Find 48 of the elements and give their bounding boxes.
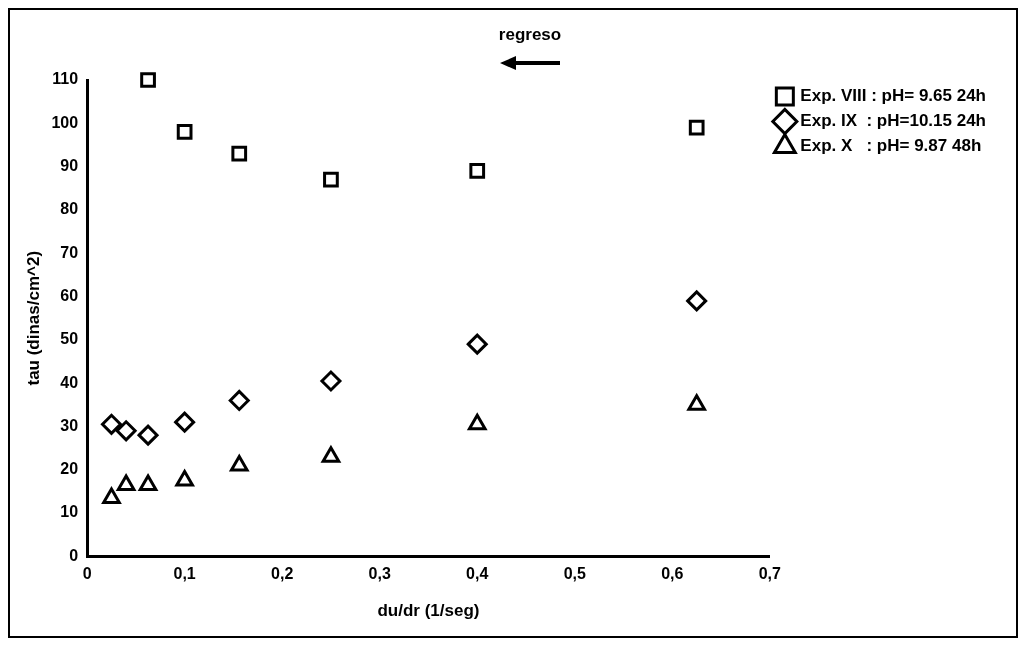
text: regreso (498, 25, 562, 44)
point (469, 163, 486, 179)
y-tick-label: 0 (69, 546, 79, 564)
legend-label: Exp. IX : pH=10.15 24h (800, 111, 987, 131)
point (686, 290, 708, 312)
point (100, 413, 122, 435)
point (175, 470, 194, 487)
point (321, 446, 341, 463)
y-tick-label: 50 (60, 330, 79, 348)
point (176, 124, 193, 140)
y-tick-label: 80 (60, 200, 79, 218)
point (115, 420, 137, 442)
y-tick-label: 10 (60, 503, 79, 521)
x-tick-label: 0,3 (368, 565, 391, 583)
y-tick-label: 20 (60, 460, 79, 478)
point (231, 145, 248, 162)
x-tick-label: 0,1 (173, 565, 196, 583)
point (174, 411, 196, 433)
point (116, 474, 136, 491)
point (140, 72, 156, 88)
y-tick-label: 30 (60, 416, 79, 434)
x-tick-label: 0 (82, 565, 92, 583)
y-tick-label: 70 (60, 243, 79, 261)
legend-label: Exp. VIII : pH= 9.65 24h (800, 86, 986, 106)
y-tick-label: 100 (51, 113, 79, 131)
x-tick-label: 0,5 (563, 565, 586, 583)
point (467, 413, 487, 431)
point (137, 424, 159, 446)
point (229, 454, 249, 472)
x-tick-label: 0,6 (661, 565, 684, 583)
y-axis-title: tau (dinas/cm^2) (23, 250, 43, 386)
point (102, 487, 121, 504)
x-tick-label: 0,4 (466, 565, 489, 583)
y-tick-label: 60 (60, 286, 79, 304)
x-tick-label: 0,2 (271, 565, 294, 583)
y-tick-label: 40 (60, 373, 79, 391)
legend-label: Exp. X : pH= 9.87 48h (800, 136, 982, 156)
point (687, 394, 706, 411)
point (323, 171, 339, 188)
point (320, 370, 342, 392)
point (688, 119, 705, 136)
y-tick-label: 90 (60, 157, 79, 175)
point (466, 333, 488, 355)
y-tick-label: 110 (52, 70, 79, 88)
point (228, 389, 250, 411)
point (138, 474, 158, 491)
x-axis-title: du/dr (1/seg) (377, 601, 480, 621)
x-tick-label: 0,7 (758, 565, 782, 583)
